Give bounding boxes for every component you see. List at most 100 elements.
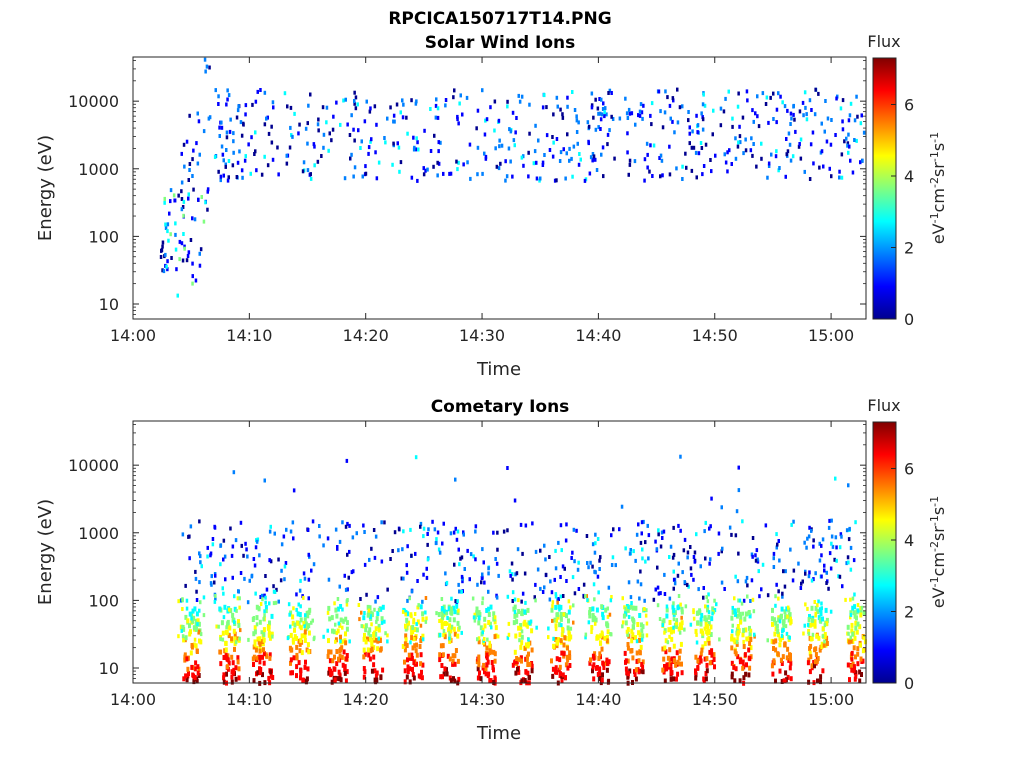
flux-cell: [434, 115, 438, 120]
flux-cell: [237, 104, 240, 109]
flux-cell: [424, 596, 428, 600]
flux-cell: [489, 604, 493, 610]
flux-cell: [847, 560, 850, 565]
flux-cell: [483, 616, 487, 622]
flux-cell: [198, 263, 202, 268]
flux-cell: [637, 522, 640, 527]
flux-cell: [403, 647, 407, 653]
flux-cell: [594, 541, 597, 546]
flux-cell: [419, 638, 423, 644]
flux-cell: [334, 639, 337, 644]
flux-cell: [787, 657, 791, 663]
flux-cell: [812, 577, 815, 582]
flux-cell: [433, 527, 437, 532]
flux-cell: [594, 617, 598, 623]
flux-cell: [484, 118, 487, 123]
flux-cell: [840, 152, 844, 157]
flux-cell: [487, 612, 491, 617]
flux-cell: [605, 621, 609, 627]
flux-cell: [445, 621, 449, 626]
flux-cell: [569, 626, 573, 631]
flux-cell: [482, 627, 485, 632]
flux-cell: [742, 644, 746, 649]
flux-cell: [847, 639, 851, 645]
flux-cell: [306, 141, 309, 146]
flux-cell: [379, 647, 383, 653]
flux-cell: [545, 133, 549, 138]
flux-cell: [308, 607, 312, 613]
flux-cell: [813, 619, 817, 625]
flux-cell: [309, 176, 313, 181]
flux-cell: [829, 142, 833, 147]
axes: 14:00 14:10 14:20 14:30 14:40 14:50 15:0010100…: [68, 421, 866, 709]
flux-cell: [636, 579, 640, 584]
flux-cell: [691, 129, 694, 134]
flux-cell: [739, 657, 743, 663]
flux-cell: [587, 565, 590, 570]
flux-cell: [547, 635, 550, 640]
flux-cell: [177, 634, 180, 639]
flux-cell: [453, 678, 457, 684]
flux-cell: [515, 116, 518, 120]
flux-cell: [635, 532, 639, 537]
flux-cell: [406, 544, 409, 549]
flux-cell: [340, 654, 344, 660]
flux-cell: [272, 589, 276, 594]
flux-cell: [374, 631, 378, 637]
flux-cell: [405, 570, 409, 575]
flux-cell: [351, 535, 355, 540]
flux-cell: [177, 599, 180, 604]
flux-cell: [790, 116, 793, 121]
flux-cell: [398, 169, 401, 174]
flux-cell: [849, 597, 852, 602]
flux-cell: [818, 541, 821, 546]
flux-cell: [814, 611, 817, 616]
flux-cell: [554, 627, 558, 632]
flux-cell: [569, 605, 572, 610]
flux-cell: [812, 660, 816, 665]
flux-cell: [180, 241, 184, 246]
flux-cell: [415, 627, 419, 633]
flux-cell: [419, 652, 423, 658]
flux-cell: [695, 640, 699, 645]
flux-cell: [517, 625, 521, 631]
flux-cell: [303, 632, 307, 638]
flux-cell: [847, 483, 850, 488]
flux-cell: [554, 566, 558, 571]
flux-cell: [506, 594, 510, 599]
flux-cell: [413, 637, 416, 642]
flux-cell: [689, 545, 692, 549]
flux-cell: [628, 551, 632, 556]
flux-cell: [720, 580, 724, 585]
flux-cell: [577, 162, 581, 167]
flux-cell: [744, 137, 747, 142]
flux-cell: [829, 609, 833, 614]
flux-cell: [626, 658, 630, 664]
flux-cell: [699, 658, 703, 664]
flux-cell: [307, 630, 311, 636]
flux-cell: [175, 267, 178, 272]
flux-cell: [307, 103, 310, 108]
flux-cell: [784, 614, 788, 620]
flux-cell: [262, 660, 266, 666]
flux-cell: [685, 165, 688, 170]
colorbar-tick-label: 6: [904, 459, 914, 478]
flux-cell: [472, 554, 475, 559]
flux-cell: [704, 556, 707, 561]
flux-cell: [306, 528, 310, 532]
flux-cell: [208, 115, 212, 120]
flux-cell: [667, 662, 671, 668]
flux-cell: [186, 673, 190, 679]
flux-cell: [675, 618, 678, 623]
flux-cell: [825, 581, 828, 585]
flux-cell: [588, 171, 592, 176]
flux-cell: [341, 662, 345, 668]
flux-cell: [626, 150, 629, 155]
flux-cell: [588, 660, 592, 666]
flux-cell: [222, 615, 226, 620]
flux-cell: [862, 610, 866, 616]
flux-cell: [493, 615, 497, 620]
flux-cell: [474, 524, 478, 529]
flux-cell: [690, 145, 694, 150]
flux-cell: [861, 158, 864, 163]
